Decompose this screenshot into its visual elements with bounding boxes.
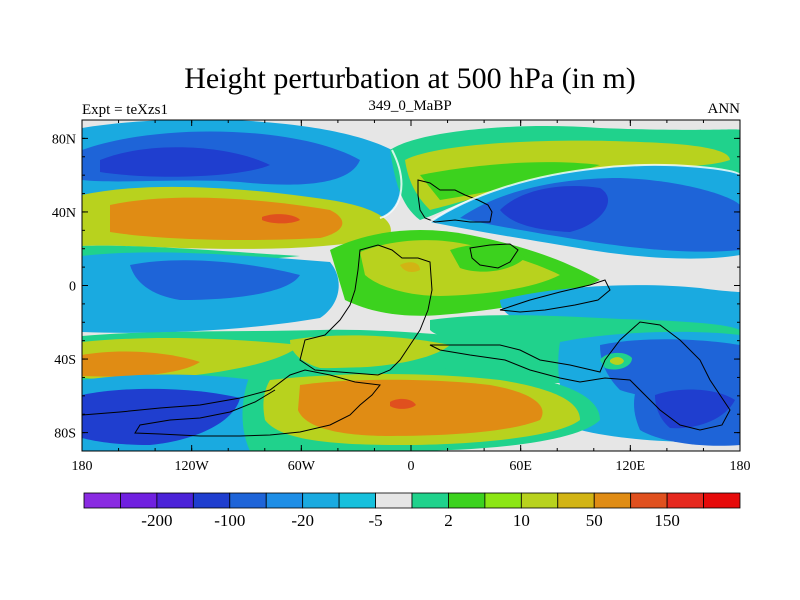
tropical-yellow-green-center [360, 240, 560, 296]
colorbar-label: 10 [513, 511, 530, 530]
x-tick-label: 180 [72, 459, 93, 474]
southern-ocean-deep-blue-west [82, 388, 240, 445]
colorbar-swatch [630, 492, 668, 509]
colorbar-swatch [520, 492, 559, 509]
colorbar-swatch [120, 492, 158, 509]
north-pacific-blue-cell [100, 147, 270, 177]
x-tick-label: 120W [175, 459, 210, 474]
colorbar-label: -5 [368, 511, 382, 530]
asia-deep-blue-cell [500, 186, 609, 232]
tropical-green-arabia [450, 244, 525, 272]
colorbar-swatch [156, 492, 194, 509]
colorbar-swatch [484, 492, 522, 509]
colorbar-swatch [192, 492, 231, 509]
x-tick-label: 60E [509, 459, 532, 474]
south-midlat-orange-west [82, 351, 200, 377]
colorbar: -200 -100 -20 -5 2 10 50 150 [83, 492, 741, 530]
colorbar-swatch [557, 492, 595, 509]
colorbar-label: -200 [141, 511, 172, 530]
midlat-north-dark-orange-cell [262, 214, 300, 224]
chart-title: Height perturbation at 500 hPa (in m) [184, 62, 636, 95]
y-tick-label: 40N [52, 206, 76, 221]
y-tick-label: 80S [54, 427, 76, 442]
colorbar-swatch [83, 492, 121, 509]
tropical-mid-blue-west [130, 260, 300, 300]
x-tick-label: 60W [288, 459, 316, 474]
colorbar-label: -100 [214, 511, 245, 530]
contour-fill-regions [82, 120, 740, 451]
x-axis: 180 120W 60W 0 60E 120E 180 [72, 120, 751, 474]
coastline-south-america [299, 244, 433, 376]
coastline-antarctica [82, 369, 381, 437]
subtitle-center: 349_0_MaBP [368, 98, 451, 114]
colorbar-label: 150 [654, 511, 680, 530]
coastlines [82, 179, 731, 437]
tropical-yellow-small-cell [400, 262, 420, 273]
y-tick-label: 0 [69, 280, 76, 295]
colorbar-label: 50 [586, 511, 603, 530]
colorbar-label: 2 [444, 511, 453, 530]
white-contour-lines [379, 149, 740, 223]
colorbar-swatch [229, 492, 267, 509]
southern-ocean-deep-blue-east [655, 389, 735, 429]
y-tick-label: 80N [52, 132, 76, 147]
colorbar-swatch [302, 492, 340, 509]
colorbar-swatch [265, 492, 304, 509]
coastline-europe-africa [417, 179, 493, 223]
x-tick-label: 120E [616, 459, 646, 474]
contour-map [82, 120, 740, 451]
colorbar-swatch [375, 492, 413, 509]
antarctic-orange-cell [298, 379, 543, 436]
y-axis: 80N 40N 0 40S 80S [52, 119, 740, 452]
y-tick-label: 40S [54, 353, 76, 368]
colorbar-swatch [703, 492, 741, 509]
coastline-australia [429, 321, 731, 431]
colorbar-swatch [411, 492, 449, 509]
x-tick-label: 180 [730, 459, 751, 474]
colorbar-label: -20 [291, 511, 314, 530]
north-atlantic-green-inner [420, 162, 600, 200]
colorbar-swatch [338, 492, 376, 509]
colorbar-swatch [448, 492, 486, 509]
colorbar-swatch [666, 492, 704, 509]
coastline-asia [499, 279, 611, 313]
subtitle-left: Expt = teXzs1 [82, 102, 168, 118]
south-ring-yellow-center [610, 357, 624, 365]
midlat-north-orange [110, 197, 343, 240]
contour-line-north [379, 149, 403, 219]
coastline-arabia [469, 243, 519, 269]
x-tick-label: 0 [408, 459, 415, 474]
contour-line-asia [429, 164, 740, 223]
south-midlat-yellow-atlantic [290, 335, 450, 369]
colorbar-swatch [593, 492, 632, 509]
antarctic-dark-orange-cell [390, 398, 416, 409]
subtitle-right: ANN [708, 101, 741, 117]
